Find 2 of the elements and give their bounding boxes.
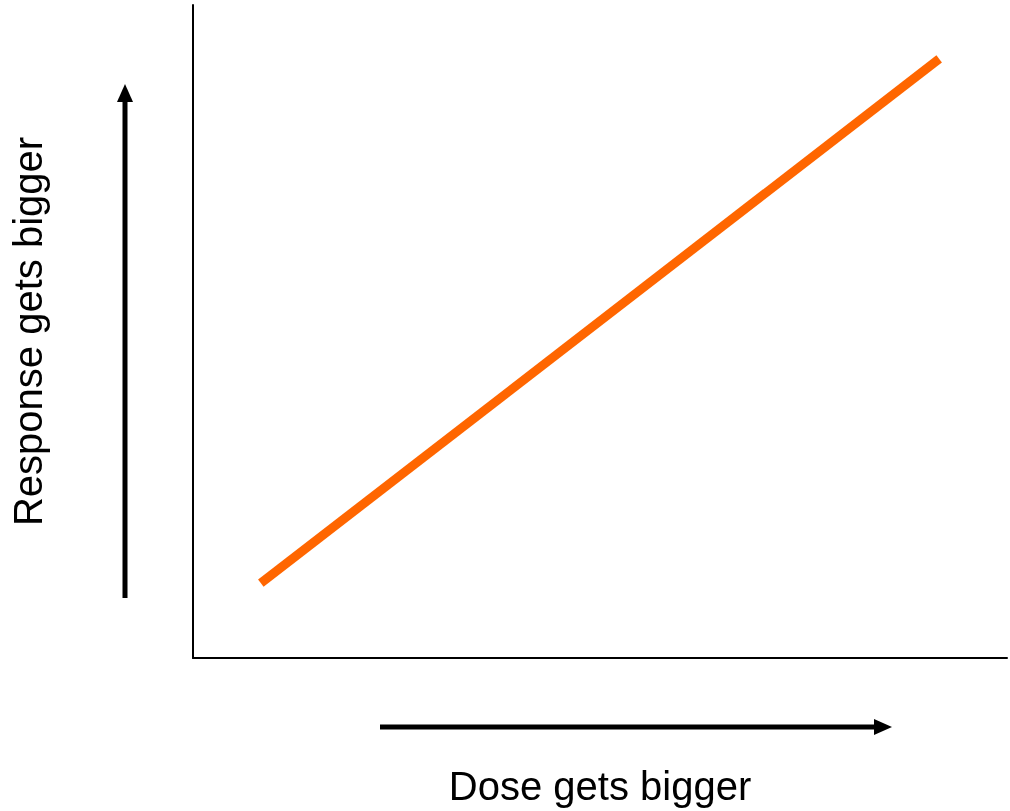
- x-axis-title: Dose gets bigger: [448, 764, 752, 808]
- y-axis-title: Response gets bigger: [6, 136, 50, 527]
